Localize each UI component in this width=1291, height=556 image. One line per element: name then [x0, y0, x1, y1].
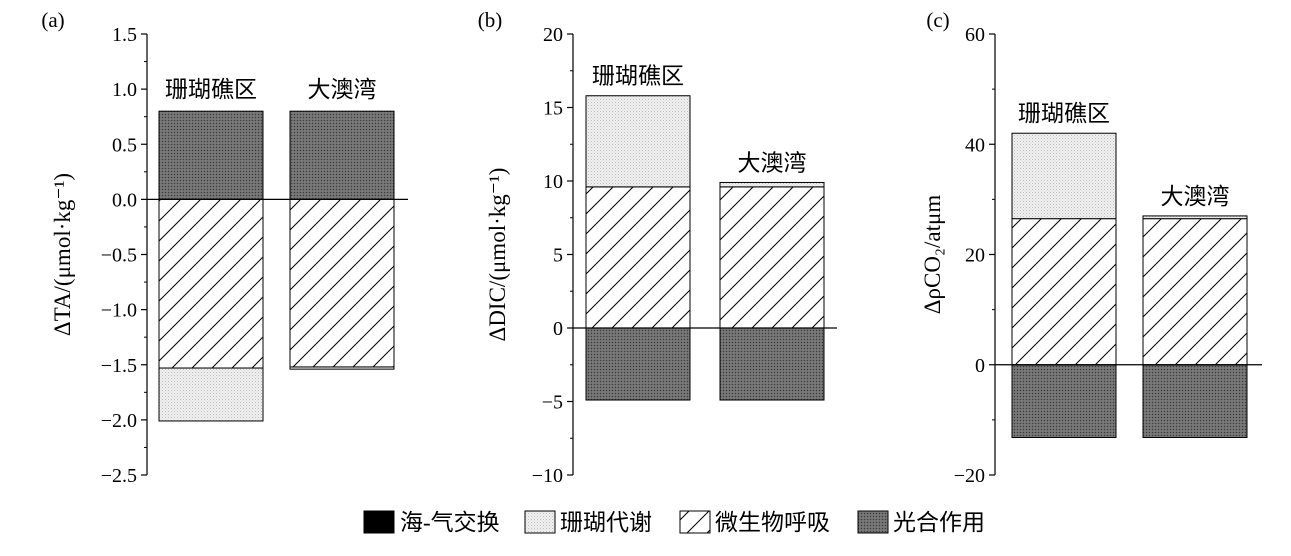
y-tick-label: 60 — [965, 24, 985, 46]
y-tick-label: −2.0 — [101, 410, 137, 432]
bar-photo-2 — [719, 327, 825, 401]
panel-label: (b) — [478, 8, 503, 32]
y-tick-label: 0.0 — [112, 189, 137, 211]
y-tick-label: 1.5 — [112, 24, 137, 46]
legend-label-exchange: 海-气交换 — [400, 510, 500, 535]
bar-microbe-2 — [1142, 218, 1248, 366]
bar-microbe-1 — [158, 198, 264, 369]
y-tick-label: 20 — [965, 245, 985, 267]
panel-label: (a) — [41, 8, 64, 32]
chart-legend: 海-气交换 珊瑚代谢 微生物呼吸 光合作用 — [363, 510, 985, 535]
y-tick-label: 40 — [965, 134, 985, 156]
bar-microbe-2 — [289, 198, 395, 368]
y-tick-label: 5 — [553, 245, 563, 267]
legend-swatch-microbe — [679, 510, 711, 534]
y-tick-label: −10 — [532, 465, 563, 487]
bar-photo-1 — [1011, 364, 1117, 439]
y-tick-label: 20 — [543, 24, 563, 46]
y-tick-label: 15 — [543, 98, 563, 120]
legend-swatch-photo — [857, 510, 889, 534]
panel-label: (c) — [926, 8, 949, 32]
bar-microbe-2 — [719, 186, 825, 329]
bar-microbe-1 — [1011, 218, 1117, 366]
y-tick-label: 0 — [975, 355, 985, 377]
legend-label-coral: 珊瑚代谢 — [560, 510, 652, 535]
category-label-1: 珊瑚礁区 — [165, 77, 257, 102]
bar-coral-1 — [1011, 132, 1117, 220]
bar-microbe-1 — [585, 186, 691, 329]
legend-label-photo: 光合作用 — [893, 510, 985, 535]
bar-photo-1 — [585, 327, 691, 401]
legend-swatch-exchange — [363, 510, 395, 534]
category-label-2: 大澳湾 — [308, 77, 377, 102]
category-label-1: 珊瑚礁区 — [1018, 101, 1110, 126]
y-tick-label: −1.0 — [101, 300, 137, 322]
legend-swatch-coral — [524, 510, 556, 534]
category-label-2: 大澳湾 — [738, 150, 807, 175]
y-tick-label: −1.5 — [101, 355, 137, 377]
legend-label-microbe: 微生物呼吸 — [715, 510, 830, 535]
bar-coral-2 — [719, 181, 825, 188]
y-axis-title: ΔTA/(μmol·kg⁻¹) — [50, 173, 75, 336]
y-tick-label: 10 — [543, 171, 563, 193]
y-axis-title: ΔρCO₂/atμm — [920, 195, 945, 315]
chart-panel-1: 珊瑚礁区 大澳湾 −2.5 −2.0 −1.5 −1.0 −0.5 0.0 0.5 1.0 1.5 (… — [41, 8, 408, 487]
bar-coral-1 — [158, 367, 264, 422]
y-tick-label: −20 — [954, 465, 985, 487]
bar-coral-2 — [289, 366, 395, 370]
y-tick-label: −0.5 — [101, 245, 137, 267]
bar-photo-2 — [1142, 364, 1248, 439]
y-tick-label: 0 — [553, 318, 563, 340]
bar-coral-2 — [1142, 215, 1248, 220]
bar-photo-1 — [158, 110, 264, 200]
bar-photo-2 — [289, 110, 395, 200]
y-tick-label: −2.5 — [101, 465, 137, 487]
y-tick-label: −5 — [542, 392, 563, 414]
y-tick-label: 1.0 — [112, 79, 137, 101]
category-label-1: 珊瑚礁区 — [592, 64, 684, 89]
y-axis-title: ΔDIC/(μmol·kg⁻¹) — [485, 168, 510, 342]
y-tick-label: 0.5 — [112, 134, 137, 156]
bar-coral-1 — [585, 95, 691, 188]
category-label-2: 大澳湾 — [1161, 184, 1230, 209]
